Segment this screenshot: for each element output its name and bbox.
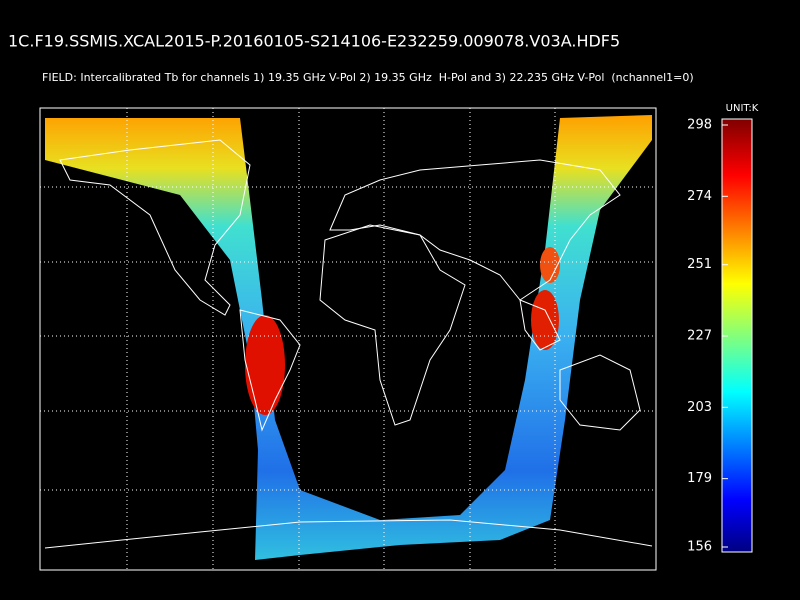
colorbar-ticks: 156 179 203 227 251 274 298 <box>687 118 728 555</box>
coastlines <box>44 139 653 549</box>
colorbar-tick-label: 203 <box>687 400 712 415</box>
warm-region <box>531 290 559 350</box>
title: 1C.F19.SSMIS.XCAL2015-P.20160105-S214106… <box>8 32 620 51</box>
data-swath <box>45 115 652 560</box>
colorbar-tick-label: 251 <box>687 257 712 272</box>
colorbar-tick-label: 227 <box>687 329 712 344</box>
field-description: FIELD: Intercalibrated Tb for channels 1… <box>42 71 694 84</box>
colorbar-unit: UNIT:K <box>726 103 759 114</box>
map-frame <box>39 107 657 571</box>
colorbar-tick-label: 298 <box>687 118 712 133</box>
warm-region <box>245 315 285 415</box>
map <box>39 107 657 571</box>
graticule <box>40 108 656 570</box>
colorbar-tick-label: 274 <box>687 189 712 204</box>
colorbar-tick-label: 179 <box>687 471 712 486</box>
colorbar-tick-label: 156 <box>687 540 712 555</box>
